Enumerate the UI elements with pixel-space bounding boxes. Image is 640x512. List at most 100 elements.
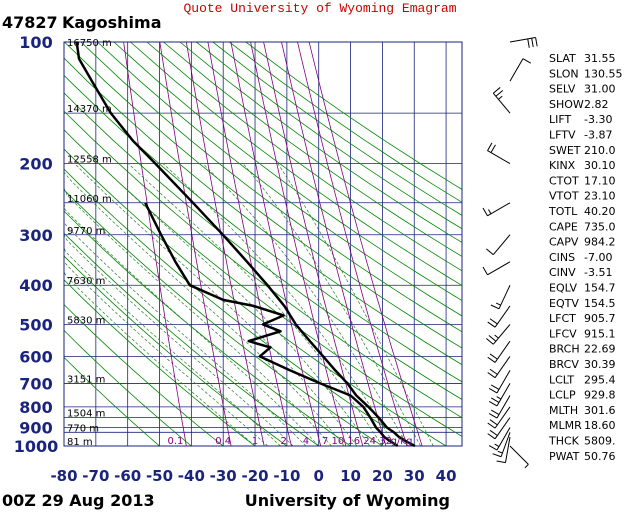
index-value: 18.60 xyxy=(584,419,616,432)
height-label: 770 m xyxy=(67,423,99,434)
wind-barb xyxy=(509,58,532,82)
index-name: EQTV xyxy=(549,297,579,310)
wind-barb xyxy=(486,234,511,256)
wind-barb-flag xyxy=(490,304,500,310)
wind-barb xyxy=(492,87,511,114)
wind-barb-flag xyxy=(487,356,496,363)
plot-frame xyxy=(63,41,463,447)
index-value: 17.10 xyxy=(584,174,616,187)
index-value: 31.00 xyxy=(584,83,616,96)
height-label: 16750 m xyxy=(67,38,112,49)
sounding-profiles xyxy=(75,41,416,448)
wind-barb-flag xyxy=(492,453,502,458)
moist-adiabat-line xyxy=(64,163,256,446)
mixing-ratio-line xyxy=(263,42,364,446)
wind-barb-half-flag xyxy=(494,443,500,447)
mixing-ratio-line xyxy=(308,42,423,446)
index-value: -3.87 xyxy=(584,129,612,142)
wind-barb-flag xyxy=(482,207,488,217)
wind-barb xyxy=(487,417,511,440)
wind-barb xyxy=(490,285,511,310)
dry-adiabat-line xyxy=(64,57,462,366)
temperature-profile xyxy=(75,41,416,448)
index-name: EQLV xyxy=(549,282,578,295)
mixing-ratio-line xyxy=(185,42,265,446)
wind-barb-flag xyxy=(488,335,497,342)
index-value: 295.4 xyxy=(584,373,616,386)
index-name: TOTL xyxy=(548,205,578,218)
wind-barb-staff xyxy=(509,36,536,43)
index-value: 929.8 xyxy=(584,389,616,402)
dry-adiabat-line xyxy=(64,74,462,383)
mixing-ratio-label: 16 xyxy=(347,436,360,447)
wind-barb-half-flag xyxy=(497,450,503,454)
dry-adiabat-line xyxy=(163,42,462,257)
wind-barb-flag xyxy=(482,266,488,276)
pressure-tick-label: 200 xyxy=(19,155,52,174)
index-value: 5809. xyxy=(584,435,616,448)
moist-adiabat-line xyxy=(277,163,434,446)
moist-adiabat-line xyxy=(242,163,421,446)
credit-label: University of Wyoming xyxy=(245,491,450,510)
wind-barb-flag xyxy=(535,37,538,47)
pressure-tick-label: 400 xyxy=(19,276,52,295)
index-name: LFCV xyxy=(549,327,577,340)
temperature-tick-label: -80 xyxy=(50,467,77,485)
wind-barb-flag xyxy=(488,388,498,394)
wind-barb xyxy=(496,436,511,464)
wind-barb-staff xyxy=(494,340,511,363)
wind-barb-staff xyxy=(496,383,511,407)
station-name: Kagoshima xyxy=(62,13,162,32)
wind-barb-flag xyxy=(487,422,496,429)
height-label: 14370 m xyxy=(67,104,112,115)
index-name: THCK xyxy=(548,435,580,448)
wind-barb-staff xyxy=(504,436,511,463)
mixing-ratio-label: 4 xyxy=(303,436,309,447)
wind-barb-staff xyxy=(494,356,511,378)
wind-barb xyxy=(488,370,511,394)
dry-adiabat-line xyxy=(64,356,160,446)
wind-barb-half-flag xyxy=(498,95,503,100)
wind-barb-flag xyxy=(496,460,506,464)
mixing-ratio-line xyxy=(297,42,408,446)
mixing-ratio-line xyxy=(230,42,322,446)
index-name: SWET xyxy=(549,144,581,157)
temperature-tick-label: 40 xyxy=(436,467,457,485)
index-name: CINV xyxy=(549,266,576,279)
wind-barb xyxy=(492,432,511,458)
wind-barb-flag xyxy=(487,372,496,379)
index-value: -7.00 xyxy=(584,251,612,264)
index-value: 30.39 xyxy=(584,358,616,371)
wind-barb xyxy=(482,261,511,276)
moist-adiabat-line xyxy=(162,163,396,446)
wind-barb-staff xyxy=(494,406,511,429)
wind-barb xyxy=(488,383,511,407)
moist-adiabat-line xyxy=(128,163,383,446)
dry-adiabat-line xyxy=(64,329,192,446)
index-name: LIFT xyxy=(549,113,572,126)
wind-barb xyxy=(487,142,511,165)
wind-barb-half-flag xyxy=(496,396,502,400)
moist-adiabat-line xyxy=(74,163,358,446)
mixing-ratio-line xyxy=(250,42,347,446)
mixing-ratio-label: 32 xyxy=(379,436,392,447)
wind-barb-staff xyxy=(494,417,511,440)
wind-barb xyxy=(509,445,529,469)
wind-barb-flag xyxy=(488,401,498,407)
wind-barb-staff xyxy=(487,261,511,276)
pressure-tick-label: 900 xyxy=(19,419,52,438)
index-value: -3.30 xyxy=(584,113,612,126)
index-name: PWAT xyxy=(549,450,580,463)
mixing-ratio-label: 24 xyxy=(363,436,376,447)
moist-adiabat-line xyxy=(64,163,269,446)
dry-adiabat-line xyxy=(179,42,462,243)
moist-adiabat-line xyxy=(98,163,370,446)
index-value: 154.7 xyxy=(584,282,616,295)
temperature-tick-label: -40 xyxy=(178,467,205,485)
wind-barb-flag xyxy=(488,413,498,419)
mixing-ratio-line xyxy=(123,42,187,446)
chart-title: Quote University of Wyoming Emagram xyxy=(183,1,456,16)
wind-barb-flag xyxy=(489,368,498,375)
